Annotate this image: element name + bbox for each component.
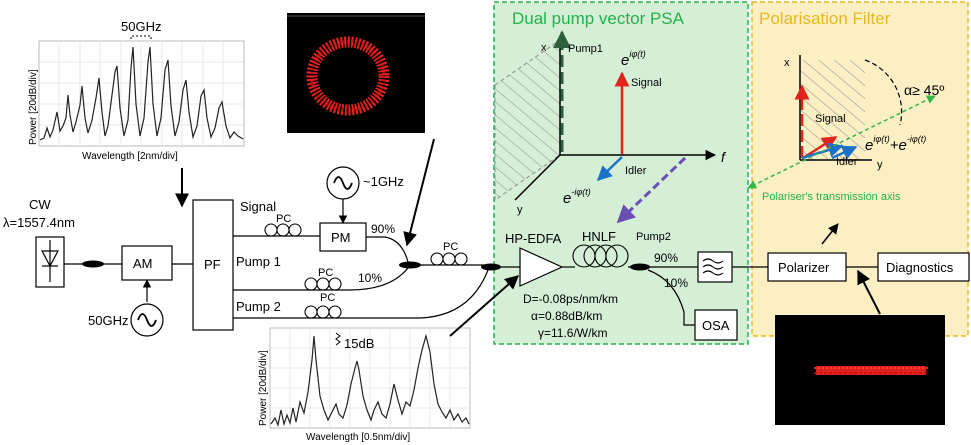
top-spectrum-xlabel: Wavelength [2nm/div] xyxy=(82,151,178,162)
idler-vector xyxy=(596,156,623,182)
top-spectrum: 50GHz Power [20dB/div] Wavelength [2nm/d… xyxy=(28,19,245,162)
diagnostics-box xyxy=(877,252,970,282)
filter-panel-title: Polarisation Filter xyxy=(759,9,891,28)
pf-box xyxy=(192,199,234,331)
top-spectrum-trace xyxy=(39,46,244,141)
psa-vector-diagram: x y f Pump1 eiφ(t) Signal Idler e-iφ(t) … xyxy=(494,30,727,243)
coupler-1 xyxy=(399,261,421,269)
extinction-bracket xyxy=(335,332,341,346)
pc-loops-pump1 xyxy=(304,277,342,291)
pump2-label: Pump2 xyxy=(636,231,671,243)
sine-icon-pm xyxy=(333,176,353,190)
filter-idler-label: Idler xyxy=(836,156,858,168)
am-box xyxy=(121,245,173,281)
coupler-3 xyxy=(630,263,650,271)
pc-label-pump1: PC xyxy=(318,267,333,279)
psa-signal-label: Signal xyxy=(631,77,662,89)
filter-wave-icon xyxy=(702,258,724,276)
transmission-axis-line xyxy=(751,95,936,187)
filter-idler-vector xyxy=(802,135,838,160)
ring-constellation-pointer xyxy=(403,138,435,247)
hnlf-spool-icon xyxy=(572,244,629,268)
pc-loops-pump2 xyxy=(304,305,342,319)
bottom-spectrum-ylabel: Power [20dB/div] xyxy=(258,350,269,426)
pf-label: PF xyxy=(204,257,221,272)
hnlf-loss: α=0.88dB/km xyxy=(531,309,602,323)
pc-label-pump2: PC xyxy=(320,292,335,304)
rf-50ghz-label: 50GHz xyxy=(88,313,128,328)
out-10-label: 10% xyxy=(664,276,688,290)
coupler-90-label: 90% xyxy=(371,222,395,236)
transmission-axis-label: Polariser's transmission axis xyxy=(762,191,901,203)
signal-phase-label: eiφ(t) xyxy=(621,49,646,69)
coupler-2 xyxy=(481,263,501,271)
pc-label-combined: PC xyxy=(443,241,458,253)
psa-idler-label: Idler xyxy=(625,165,647,177)
psa-panel-title: Dual pump vector PSA xyxy=(512,9,685,28)
fiber-connector-1 xyxy=(82,260,104,268)
filter-polarisation-plane xyxy=(800,60,865,160)
top-spacing-label: 50GHz xyxy=(121,19,161,34)
pump1-label: Pump1 xyxy=(568,43,603,55)
fiber-to-osa xyxy=(647,269,695,326)
pump2-branch-label: Pump 2 xyxy=(236,299,281,314)
filter-idler-projection xyxy=(831,145,858,160)
angle-arc xyxy=(864,59,903,126)
cw-wavelength-label: λ=1557.4nm xyxy=(3,215,75,230)
fiber-pump2 xyxy=(233,269,489,319)
osa-box xyxy=(694,309,738,341)
bottom-spectrum-xlabel: Wavelength [0.5nm/div] xyxy=(306,432,410,443)
pm-label: PM xyxy=(331,230,351,245)
psa-x-label: x xyxy=(541,42,547,54)
bottom-spectrum-trace xyxy=(270,333,470,428)
bottom-spectrum-grid xyxy=(270,328,470,428)
out-90-label: 90% xyxy=(654,251,678,265)
diagnostics-label: Diagnostics xyxy=(886,260,954,275)
sine-icon xyxy=(137,313,157,327)
filter-signal-label: Signal xyxy=(815,113,846,125)
idler-phase-label: e-iφ(t) xyxy=(563,187,591,207)
filter-vector-diagram: x y α≥ 45º Signal Idler eiφ(t)+e-iφ(t) P… xyxy=(747,55,944,203)
bottom-spectrum: 15dB Power [20dB/div] Wavelength [0.5nm/… xyxy=(258,327,471,443)
transmission-axis-tail xyxy=(747,180,758,189)
pc-label-signal: PC xyxy=(276,213,291,225)
pump1-branch-label: Pump 1 xyxy=(236,254,281,269)
line-constellation-pointer xyxy=(857,269,881,315)
rf-1ghz-label: ~1GHz xyxy=(363,174,404,189)
polarizer-box xyxy=(767,252,847,282)
edfa-amplifier-icon xyxy=(519,247,564,287)
top-spacing-bracket xyxy=(130,35,152,39)
filter-sum-label: eiφ(t)+e-iφ(t) xyxy=(865,134,926,154)
polarizer-angle-marker xyxy=(821,223,839,245)
extinction-label: 15dB xyxy=(344,336,374,351)
filter-panel xyxy=(751,1,969,337)
fiber-pump1 xyxy=(233,267,409,291)
bottom-spectrum-pointer xyxy=(449,275,520,337)
edfa-label: HP-EDFA xyxy=(505,231,562,246)
hnlf-nonlinearity: γ=11.6/W/km xyxy=(538,326,607,340)
line-constellation xyxy=(814,366,928,375)
signal-branch-label: Signal xyxy=(240,199,276,214)
ring-constellation xyxy=(306,36,390,116)
angle-label: α≥ 45º xyxy=(904,82,944,98)
pump2-vector xyxy=(616,156,687,224)
cw-label: CW xyxy=(29,197,51,212)
polarizer-label: Polarizer xyxy=(778,260,830,275)
top-spectrum-ylabel: Power [20dB/div] xyxy=(28,69,39,145)
psa-y-label: y xyxy=(517,204,523,216)
coupler-10-label: 10% xyxy=(358,271,382,285)
psa-f-label: f xyxy=(721,149,727,165)
filter-x-label: x xyxy=(784,57,790,69)
filter-y-label: y xyxy=(877,159,883,171)
fiber-pm-coupler xyxy=(366,236,409,263)
am-label: AM xyxy=(133,256,153,271)
pc-loops-combined xyxy=(430,252,468,266)
osa-label: OSA xyxy=(702,318,730,333)
psa-y-axis-line xyxy=(514,154,561,201)
hnlf-dispersion: D=-0.08ps/nm/km xyxy=(523,292,618,306)
pc-loops-signal xyxy=(264,223,302,237)
hnlf-label: HNLF xyxy=(582,229,616,244)
psa-polarisation-plane xyxy=(494,38,561,202)
